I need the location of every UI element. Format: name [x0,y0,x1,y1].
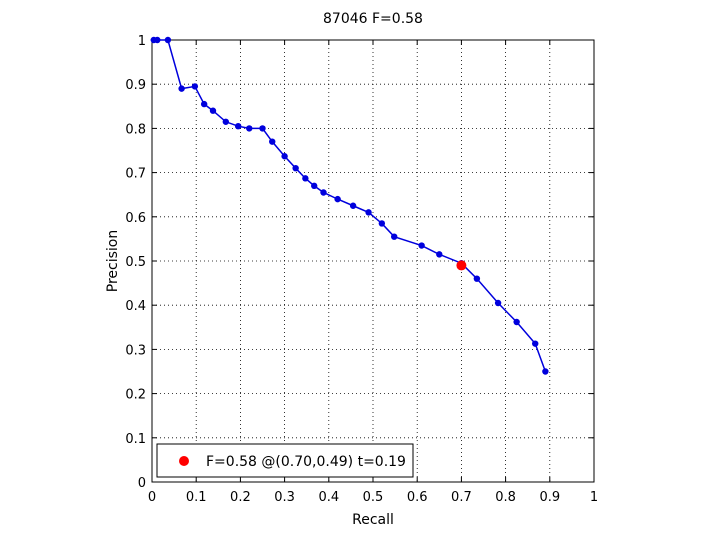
y-tick-label: 0.4 [125,299,146,314]
legend-marker [179,456,189,466]
x-tick-label: 0.5 [363,490,384,505]
data-point [178,85,185,92]
data-point [532,340,539,347]
x-tick-label: 0.6 [407,490,428,505]
data-point [494,299,502,307]
data-point [320,189,327,196]
chart-title: 87046 F=0.58 [323,11,423,27]
data-point [473,275,481,282]
data-point [200,100,208,108]
y-tick-labels: 0 0.1 0.2 0.3 0.4 0.5 0.6 0.7 0.8 0.9 1 [125,34,146,491]
y-tick-label: 0 [138,476,146,491]
legend: F=0.58 @(0.70,0.49) t=0.19 [156,443,414,478]
data-point [281,153,288,160]
data-point [234,122,242,130]
plot-frame [151,39,595,483]
data-point [209,107,217,114]
data-point [302,175,309,182]
y-tick-label: 0.5 [125,255,146,270]
highlight-layer [456,260,467,271]
y-tick-label: 0.3 [125,343,146,358]
y-tick-label: 0.2 [125,388,146,403]
x-tick-labels: 0 0.1 0.2 0.3 0.4 0.5 0.6 0.7 0.8 0.9 1 [148,490,598,505]
best-f-point [456,260,467,271]
x-tick-label: 0.8 [495,490,516,505]
data-point [292,164,299,172]
data-point [334,195,341,203]
y-tick-label: 0.7 [125,167,146,182]
data-point [436,251,443,258]
x-tick-label: 1 [590,490,598,505]
x-tick-label: 0.9 [539,490,560,505]
y-axis-title: Precision [105,230,121,292]
y-tick-label: 0.9 [125,78,146,93]
data-point [391,233,398,240]
data-point [164,36,172,44]
legend-box [156,443,414,478]
data-point [269,138,276,145]
data-point [222,118,230,125]
y-tick-label: 0.1 [125,432,146,447]
x-tick-label: 0.2 [230,490,251,505]
data-point [259,125,266,132]
data-point [513,318,520,326]
x-tick-label: 0.3 [274,490,295,505]
x-axis-title: Recall [352,512,394,528]
data-point [365,209,372,216]
legend-label: F=0.58 @(0.70,0.49) t=0.19 [206,454,406,470]
x-tick-label: 0.7 [451,490,472,505]
y-tick-label: 0.8 [125,122,146,137]
x-tick-label: 0.1 [186,490,207,505]
data-point [349,202,357,209]
data-point [191,83,199,90]
data-point [246,125,253,132]
data-point [311,182,318,190]
x-tick-label: 0.4 [318,490,339,505]
y-tick-label: 1 [138,34,146,49]
data-point [418,242,425,249]
data-point [154,36,161,44]
data-point [542,368,549,375]
data-point [378,220,386,227]
x-tick-label: 0 [148,490,156,505]
y-tick-label: 0.6 [125,211,146,226]
